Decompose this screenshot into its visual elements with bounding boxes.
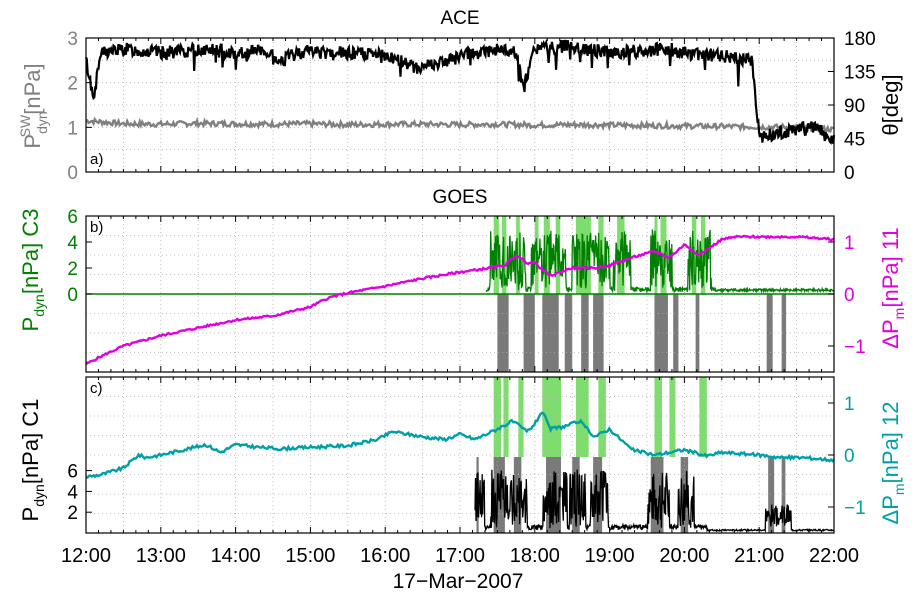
panel-c-ytick-left-label: 6 (67, 462, 78, 483)
panel-c-ytick-right-label: 1 (844, 394, 855, 415)
panel-c-ylabel-left: Pdyn[nPa] C1 (18, 399, 47, 522)
panel-a-title: ACE (440, 8, 479, 29)
x-tick-label: 12:00 (61, 545, 111, 567)
panel-c-green-interval (575, 377, 589, 457)
panel-a-ylabel-right: θ[deg] (878, 74, 903, 135)
panel-b-gray-interval (766, 294, 773, 372)
panel-b-gray-interval (781, 294, 787, 372)
panel-a-ytick-left-label: 2 (67, 74, 78, 95)
panel-b-gray-interval (497, 294, 509, 372)
panel-a-ytick-right-label: 180 (844, 29, 876, 50)
panel-b-ytick-left-label: 2 (67, 259, 78, 280)
panel-c-gray-interval (768, 457, 775, 533)
panel-c-ytick-right-label: 0 (844, 446, 855, 467)
panel-a-ytick-right-label: 45 (844, 130, 865, 151)
panel-c-green-interval (669, 377, 676, 457)
ace-theta-line (84, 38, 836, 145)
panel-a: 0 1 2 3 0 45 90 135 180 a) (67, 29, 875, 184)
panel-b-title: GOES (433, 187, 488, 208)
panel-a-ytick-right-label: 90 (844, 96, 865, 117)
panel-c-green-interval (654, 377, 662, 457)
panel-b-ytick-right-label: 0 (844, 285, 855, 306)
panel-b-gray-interval (654, 294, 668, 372)
goes-dpm-12-line (85, 411, 835, 480)
panel-a-label: a) (90, 151, 103, 168)
ace-pressure-line (85, 116, 835, 134)
panel-a-ylabel-left: PdynSW[nPa] (17, 63, 50, 148)
panel-c-green-interval (699, 377, 707, 457)
panel-c-green-interval (542, 377, 561, 457)
panel-b: 0 2 4 6 −1 0 1 b) (67, 207, 866, 373)
panel-b-green-interval (516, 216, 520, 294)
x-tick-labels: 12:00 13:00 14:00 15:00 16:00 17:00 18:00 19:00… (61, 545, 859, 567)
goes-dpm-11-line (85, 234, 835, 366)
x-tick-label: 21:00 (734, 545, 784, 567)
panel-a-ytick-right-label: 135 (844, 63, 876, 84)
x-tick-label: 19:00 (585, 545, 635, 567)
goes-c3-pressure-line (485, 229, 835, 295)
x-tick-label: 22:00 (809, 545, 859, 567)
panel-a-ytick-left-label: 1 (67, 118, 78, 139)
panel-b-ytick-right-label: 1 (844, 233, 855, 254)
panel-a-ytick-left-label: 0 (67, 163, 78, 184)
panel-c-label: c) (90, 380, 103, 397)
panel-a-ytick-right-label: 0 (844, 163, 855, 184)
panel-c-green-interval (598, 377, 606, 457)
goes-c1-pressure-line (474, 469, 835, 534)
panel-b-gray-interval (695, 294, 700, 372)
panel-b-label: b) (90, 219, 103, 236)
panel-b-gray-interval (581, 294, 589, 372)
panel-c-ylabel-right: ΔPm[nPa] 12 (878, 402, 907, 525)
x-tick-label: 14:00 (211, 545, 261, 567)
x-tick-label: 18:00 (510, 545, 560, 567)
panel-b-gray-interval (523, 294, 535, 372)
panel-c-ytick-right-label: −1 (844, 498, 866, 519)
panel-b-gray-interval (673, 294, 679, 372)
x-tick-label: 13:00 (136, 545, 186, 567)
panel-b-gray-interval (564, 294, 573, 372)
panel-c-green-interval (518, 377, 524, 457)
panel-b-ytick-right-label: −1 (844, 337, 866, 358)
panel-c-ytick-left-label: 4 (67, 482, 78, 503)
panel-c-gray-interval (781, 457, 786, 533)
x-tick-label: 17:00 (435, 545, 485, 567)
x-tick-label: 20:00 (659, 545, 709, 567)
panel-b-ylabel-left: Pdyn[nPa] C3 (18, 209, 47, 332)
panel-b-ylabel-right: ΔPm[nPa] 11 (878, 227, 907, 348)
panel-b-ytick-left-label: 6 (67, 207, 78, 228)
panel-b-ytick-left-label: 4 (67, 233, 78, 254)
panel-c: 246 −1 0 1 c) (67, 376, 866, 534)
panel-c-ytick-left-label: 2 (67, 503, 78, 524)
x-axis-label: 17−Mar−2007 (393, 570, 524, 593)
panel-b-ytick-left-label: 0 (67, 285, 78, 306)
x-tick-label: 15:00 (285, 545, 335, 567)
panel-a-ytick-left-label: 3 (67, 29, 78, 50)
x-tick-label: 16:00 (360, 545, 410, 567)
panel-c-green-interval (503, 377, 509, 457)
panel-c-gray-interval (572, 457, 580, 533)
